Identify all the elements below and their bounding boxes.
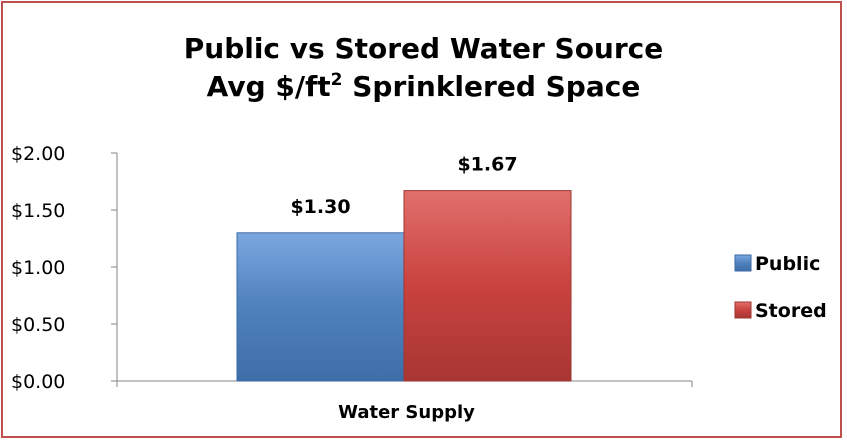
chart-title-line-2-pre: Avg $/ft bbox=[206, 70, 331, 103]
bar-public bbox=[236, 232, 405, 382]
legend-swatch-public bbox=[734, 254, 752, 272]
chart-title: Public vs Stored Water Source Avg $/ft2 … bbox=[0, 30, 847, 106]
legend-label-public: Public bbox=[755, 253, 820, 275]
chart-title-line-1: Public vs Stored Water Source bbox=[183, 32, 664, 65]
y-tick-label: $1.50 bbox=[11, 200, 65, 222]
legend-label-stored: Stored bbox=[755, 300, 827, 322]
chart-title-line-2: Avg $/ft2 Sprinklered Space bbox=[0, 68, 847, 106]
data-labels: $1.30 $1.67 bbox=[290, 154, 517, 218]
bar-stored bbox=[403, 190, 572, 382]
y-tick-label: $0.00 bbox=[11, 371, 65, 393]
x-category-label: Water Supply bbox=[338, 402, 475, 423]
data-label-public: $1.30 bbox=[290, 196, 350, 218]
bars bbox=[236, 190, 572, 382]
legend-swatch-stored bbox=[734, 301, 752, 319]
data-label-stored: $1.67 bbox=[457, 154, 517, 176]
y-tick-label: $1.00 bbox=[11, 257, 65, 279]
legend: Public Stored bbox=[734, 253, 827, 322]
axes: $0.00 $0.50 $1.00 $1.50 $2.00 Water Supply bbox=[11, 143, 693, 423]
y-tick-label: $0.50 bbox=[11, 314, 65, 336]
chart-title-line-2-post: Sprinklered Space bbox=[342, 70, 641, 103]
chart-title-superscript: 2 bbox=[330, 70, 343, 90]
y-tick-label: $2.00 bbox=[11, 143, 65, 165]
